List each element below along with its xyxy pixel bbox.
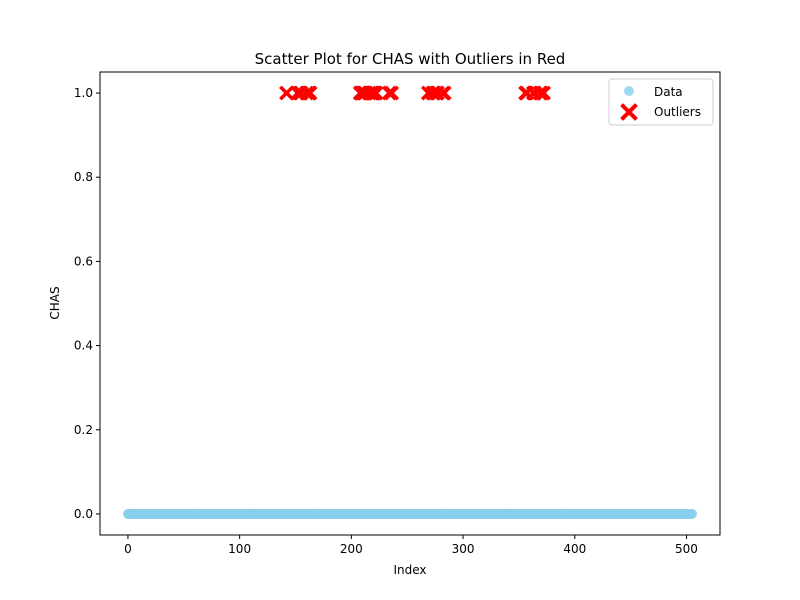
y-tick-label: 0.8 xyxy=(74,170,93,184)
x-tick-label: 400 xyxy=(563,542,586,556)
outlier-point xyxy=(384,85,400,101)
x-tick-label: 500 xyxy=(675,542,698,556)
outlier-point xyxy=(279,85,295,101)
data-point xyxy=(687,508,698,519)
x-tick-label: 300 xyxy=(452,542,475,556)
legend-outliers-marker xyxy=(620,103,638,121)
y-tick-label: 0.2 xyxy=(74,423,93,437)
plot-area xyxy=(122,85,698,519)
legend-data-label: Data xyxy=(654,85,683,99)
legend-box xyxy=(608,78,714,126)
chart-title: Scatter Plot for CHAS with Outliers in R… xyxy=(255,50,566,68)
y-tick-label: 1.0 xyxy=(74,86,93,100)
x-tick-label: 0 xyxy=(124,542,132,556)
legend-outliers-label: Outliers xyxy=(654,105,701,119)
legend-data-marker xyxy=(624,86,634,96)
y-tick-label: 0.6 xyxy=(74,254,93,268)
outlier-point xyxy=(536,85,551,101)
legend: Data Outliers xyxy=(608,78,714,126)
outlier-point xyxy=(436,85,452,101)
x-axis-label: Index xyxy=(393,563,426,577)
plot-frame xyxy=(99,71,721,536)
y-axis-label: CHAS xyxy=(48,286,62,319)
outlier-point xyxy=(302,85,318,101)
y-tick-label: 0.0 xyxy=(74,507,93,521)
y-tick-label: 0.4 xyxy=(74,339,93,353)
outlier-point xyxy=(368,85,384,101)
x-tick-label: 100 xyxy=(228,542,251,556)
x-tick-label: 200 xyxy=(340,542,363,556)
axis-ticks: 0 100 200 300 400 500 0.0 0.2 0.4 0.6 0.8 1.0 xyxy=(74,86,698,556)
